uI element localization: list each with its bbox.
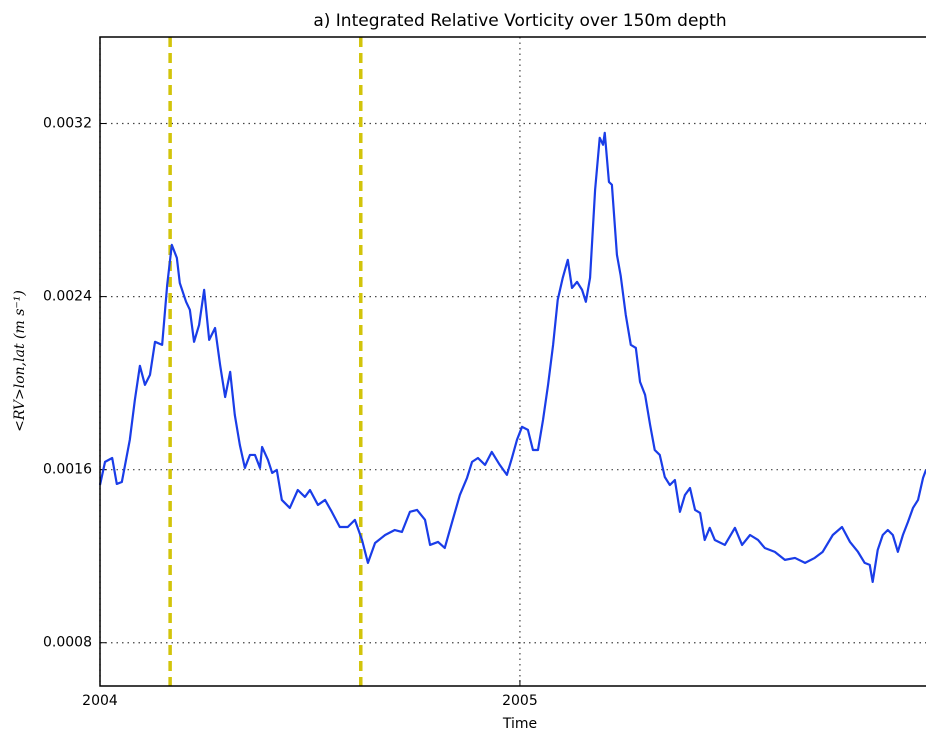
chart-title: a) Integrated Relative Vorticity over 15… <box>313 11 726 31</box>
y-tick-label: 0.0016 <box>43 462 92 478</box>
y-tick-label: 0.0024 <box>43 289 92 305</box>
y-tick-label: 0.0032 <box>43 116 92 132</box>
x-tick-label: 2005 <box>502 693 538 709</box>
x-tick-label: 2004 <box>82 693 118 709</box>
plot-frame <box>99 36 926 687</box>
data-line <box>98 131 926 584</box>
x-axis-label: Time <box>502 716 537 732</box>
y-axis-label: <RV>lon,lat (m s⁻¹) <box>12 290 28 432</box>
y-tick-label: 0.0008 <box>43 635 92 651</box>
